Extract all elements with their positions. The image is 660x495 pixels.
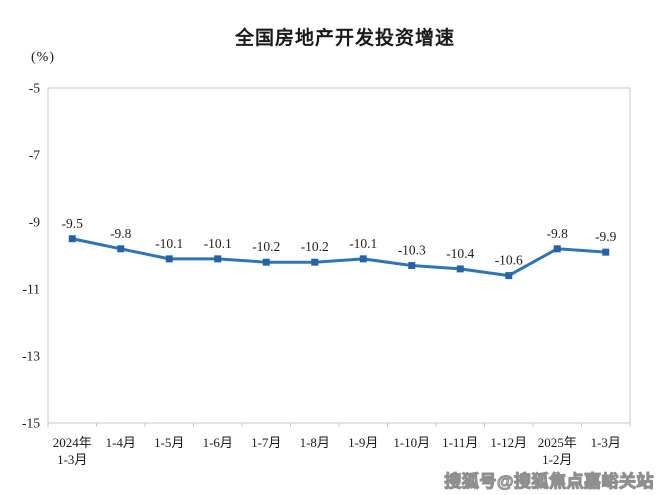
- investment-growth-line: [70, 237, 608, 278]
- data-point-marker: [553, 245, 561, 253]
- y-tick-label: -5: [29, 81, 40, 96]
- data-point-label: -9.8: [110, 226, 132, 241]
- data-point-marker: [359, 255, 367, 263]
- y-tick-label: -7: [29, 148, 40, 163]
- data-point-marker: [214, 255, 222, 263]
- data-point-marker: [602, 248, 610, 256]
- x-category-label: 1-4月: [106, 435, 136, 450]
- data-point-marker: [117, 245, 125, 253]
- data-point-label: -9.8: [547, 226, 569, 241]
- y-axis-unit-label: (%): [31, 50, 55, 65]
- data-point-marker: [408, 262, 416, 270]
- data-point-label: -10.4: [446, 246, 474, 261]
- data-point-marker: [311, 258, 319, 266]
- data-point-label: -10.3: [398, 243, 426, 258]
- chart-title: 全国房地产开发投资增速: [234, 28, 455, 49]
- data-point-label: -10.2: [301, 239, 329, 254]
- x-category-label: 1-3月: [591, 435, 621, 450]
- x-category-label: 2024年: [53, 435, 92, 450]
- data-point-label: -9.9: [595, 229, 617, 244]
- x-category-label: 1-12月: [490, 435, 527, 450]
- y-tick-label: -11: [23, 282, 41, 297]
- x-category-label: 1-5月: [154, 435, 184, 450]
- watermark: 搜狐号@搜狐焦点嘉峪关站: [444, 471, 654, 491]
- x-category-label: 1-8月: [300, 435, 330, 450]
- x-category-label: 1-7月: [251, 435, 281, 450]
- x-category-label: 1-6月: [203, 435, 233, 450]
- data-point-label: -10.2: [252, 239, 280, 254]
- y-tick-label: -13: [22, 349, 40, 364]
- data-point-marker: [456, 265, 464, 273]
- x-category-label: 2025年: [538, 435, 577, 450]
- data-point-label: -10.1: [155, 236, 183, 251]
- data-point-marker: [68, 235, 76, 243]
- y-tick-label: -9: [29, 215, 40, 230]
- x-category-label: 1-9月: [348, 435, 378, 450]
- data-point-label: -9.5: [62, 216, 84, 231]
- data-point-label: -10.1: [204, 236, 232, 251]
- data-point-marker: [505, 272, 513, 280]
- y-tick-label: -15: [22, 416, 40, 431]
- data-point-label: -10.1: [349, 236, 377, 251]
- x-category-label: 1-10月: [393, 435, 430, 450]
- x-category-label: 1-11月: [442, 435, 478, 450]
- data-point-marker: [165, 255, 173, 263]
- data-point-label: -10.6: [495, 253, 523, 268]
- data-point-marker: [262, 258, 270, 266]
- x-category-label: 1-3月: [57, 452, 87, 467]
- x-category-label: 1-2月: [542, 452, 572, 467]
